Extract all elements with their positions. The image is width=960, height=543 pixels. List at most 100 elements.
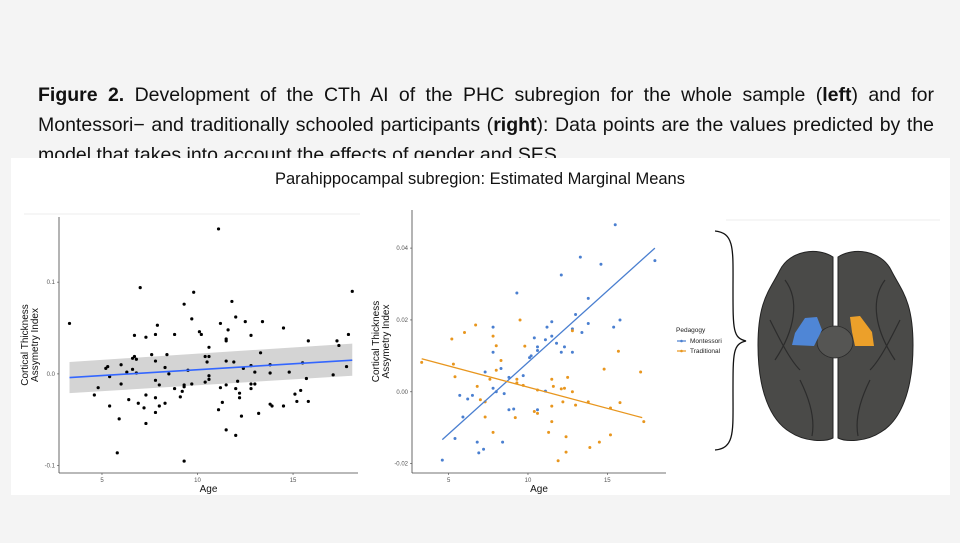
data-point-montessori [521,374,525,378]
data-point-all [281,326,286,330]
data-point-all [182,459,186,463]
data-point-montessori [466,397,470,401]
data-point-all [306,339,310,343]
y-tick-label: -0.1 [45,464,56,470]
data-point-traditional [535,411,539,415]
data-point-traditional [491,334,495,338]
data-point-all [115,451,119,455]
data-point-montessori [482,447,486,451]
data-point-all [153,396,158,400]
brain-sulcus [774,279,795,361]
data-point-traditional [513,416,517,420]
data-point-montessori [578,255,582,259]
data-point-all [157,383,161,387]
x-tick-label: 10 [525,478,532,484]
data-point-all [207,345,211,349]
data-point-all [182,385,186,389]
data-point-montessori [491,386,495,390]
data-point-all [127,397,131,402]
data-point-montessori [580,331,584,335]
data-point-all [253,370,257,374]
data-point-traditional [488,377,492,381]
x-axis-label: Age [530,484,548,495]
y-axis-label: Assymetry Index [381,305,392,379]
data-point-all [243,320,247,324]
data-point-all [153,378,158,382]
data-point-traditional [420,360,424,364]
data-point-montessori [491,350,495,354]
brain-right-hemisphere [837,250,914,441]
chart-1: 5 10 15 -0.02 0.00 0.02 0.04 Age Cortical Thickn… [371,210,722,495]
data-point-all [224,339,228,343]
data-point-all [117,417,121,421]
data-point-traditional [550,404,554,408]
data-point-traditional [515,377,519,381]
data-point-all [96,386,100,390]
data-point-all [299,388,303,393]
data-point-montessori [458,393,462,397]
x-tick-label: 5 [100,478,104,484]
caption-right: right [493,114,537,136]
legend-label-montessori: Montessori [690,338,722,345]
data-point-traditional [518,318,522,322]
data-point-all [220,400,224,404]
data-point-all [281,404,286,408]
data-point-all [92,393,96,397]
data-point-traditional [556,459,560,463]
data-point-all [203,380,207,384]
data-point-traditional [547,430,551,434]
x-tick-label: 15 [290,478,297,484]
y-axis-label: Cortical Thickness [20,304,31,386]
data-point-montessori [559,273,563,277]
data-point-all [237,391,242,395]
data-point-all [295,399,299,404]
data-point-montessori [618,318,622,322]
data-point-traditional [642,420,646,424]
data-point-all [337,343,341,348]
figure-title: Parahippocampal subregion: Estimated Mar… [275,170,685,188]
data-point-all [226,328,230,332]
data-point-traditional [562,386,566,390]
data-point-montessori [535,345,539,349]
data-point-all [216,227,221,231]
data-point-all [344,364,349,369]
data-point-traditional [523,344,527,348]
data-point-traditional [463,331,467,335]
data-point-montessori [532,336,536,340]
x-tick-label: 15 [604,478,611,484]
data-point-montessori [599,262,603,266]
data-point-all [249,386,253,391]
data-point-all [218,386,223,390]
data-point-all [144,393,148,397]
y-tick-label: 0.04 [396,246,408,252]
data-point-montessori [491,325,495,329]
data-point-montessori [470,393,474,397]
brain-sulcus [799,379,814,437]
data-point-traditional [550,377,554,381]
legend-title: Pedagogy [676,327,706,334]
data-point-all [257,411,261,415]
data-point-all [232,360,236,364]
data-point-all [192,290,196,294]
left-parahippocampal-region [792,317,822,346]
data-point-montessori [535,408,539,412]
data-point-montessori [461,415,465,419]
data-point-traditional [450,337,454,341]
data-point-all [224,359,228,363]
data-point-all [172,332,177,337]
data-point-all [249,382,253,386]
data-point-traditional [483,415,487,419]
data-point-all [249,333,253,337]
brainstem [816,325,854,359]
data-point-traditional [551,384,555,388]
data-point-montessori [550,320,554,324]
data-point-traditional [574,403,578,407]
data-point-montessori [570,350,574,354]
data-point-traditional [499,359,503,363]
data-point-all [163,401,167,405]
data-point-all [132,333,137,337]
data-point-traditional [618,401,622,405]
fit-line-montessori [441,247,656,441]
data-point-traditional [608,433,612,437]
